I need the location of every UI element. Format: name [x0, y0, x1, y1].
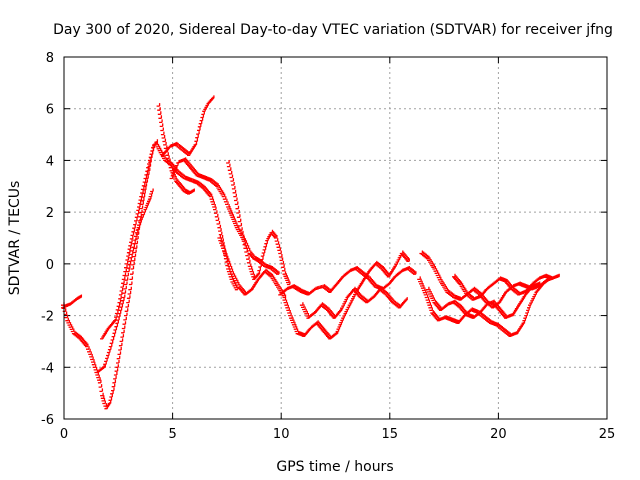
plot-frame [63, 56, 608, 420]
data-marks [278, 266, 417, 296]
chart-title: Day 300 of 2020, Sidereal Day-to-day VTE… [53, 22, 613, 38]
data-marks [61, 139, 159, 410]
data-marks [100, 141, 156, 340]
grid [64, 57, 607, 419]
series-track-o [417, 276, 552, 337]
data-marks [282, 250, 410, 340]
x-tick-label: 25 [599, 427, 616, 442]
series-track-f [156, 103, 195, 195]
y-tick-label: 2 [46, 206, 54, 221]
y-axis-label: SDTVAR / TECUs [7, 181, 23, 296]
series-track-k [278, 266, 417, 296]
y-tick-label: 6 [46, 103, 54, 118]
x-tick-label: 15 [382, 427, 399, 442]
x-axis-label: GPS time / hours [276, 459, 393, 475]
series-track-i [226, 160, 291, 286]
series-track-d [100, 141, 156, 340]
series-track-c [95, 188, 154, 374]
data-marks [226, 160, 291, 286]
series-track-b [61, 139, 159, 410]
y-tick-label: 0 [46, 258, 54, 273]
series-track-q [452, 273, 554, 301]
series-track-g [160, 95, 215, 156]
data-marks [417, 276, 552, 337]
y-tick-label: -2 [41, 310, 54, 325]
series-track-e [154, 141, 239, 291]
x-tick-label: 0 [60, 427, 68, 442]
y-tick-label: -6 [41, 413, 54, 428]
y-tick-label: 8 [46, 51, 54, 66]
y-tick-label: -4 [41, 361, 54, 376]
data-marks [156, 103, 195, 195]
series-track-l [282, 250, 410, 340]
y-tick-label: 4 [46, 154, 54, 169]
data-marks [160, 95, 215, 156]
series-track-p [425, 281, 541, 319]
data-marks [452, 273, 554, 301]
x-tick-label: 20 [490, 427, 507, 442]
x-tick-label: 5 [168, 427, 176, 442]
data-points [61, 95, 560, 410]
series-track-j [217, 235, 287, 299]
data-marks [425, 281, 541, 319]
x-tick-label: 10 [273, 427, 290, 442]
data-marks [299, 286, 408, 319]
series-track-m [299, 286, 408, 319]
axis-ticks: 0 5 10 15 20 25 -6 -4 -2 0 2 4 6 8 [41, 51, 615, 442]
data-marks [95, 188, 154, 374]
data-marks [154, 141, 239, 291]
data-marks [217, 235, 287, 299]
